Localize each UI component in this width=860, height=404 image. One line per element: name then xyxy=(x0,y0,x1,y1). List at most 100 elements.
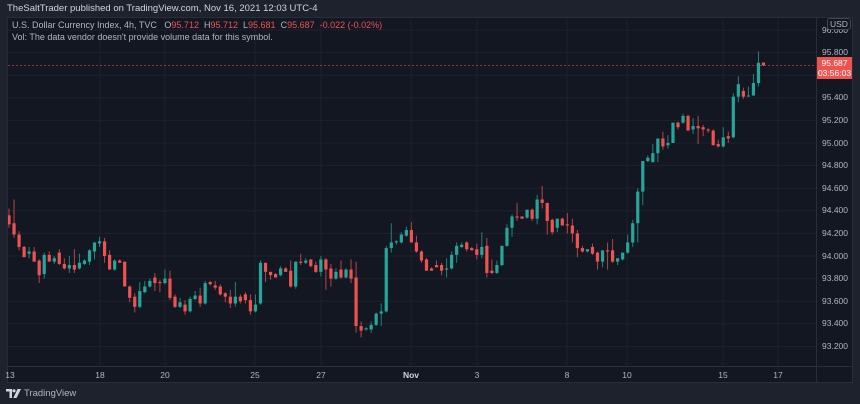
candle-down xyxy=(686,115,690,131)
candle-up xyxy=(736,84,740,97)
candle-down xyxy=(485,245,489,273)
bar-countdown: 03:56:03 xyxy=(817,68,852,78)
candle-up xyxy=(374,313,378,325)
candle-down xyxy=(349,269,353,279)
candle-down xyxy=(475,249,479,255)
candle-down xyxy=(465,242,469,250)
date-tick-label: 3 xyxy=(474,370,480,380)
candle-up xyxy=(555,218,559,228)
candle-up xyxy=(52,258,56,262)
candle-down xyxy=(409,230,413,243)
candle-down xyxy=(419,251,424,261)
candle-up xyxy=(651,153,655,163)
last-price-value: 95.687 xyxy=(821,58,848,68)
candle-up xyxy=(510,216,514,228)
legend-close-value: 95.687 xyxy=(287,20,315,30)
tradingview-footer[interactable]: TradingView xyxy=(6,388,76,399)
candle-up xyxy=(756,62,761,84)
candle-up xyxy=(535,199,539,219)
candle-down xyxy=(434,265,439,268)
candle-up xyxy=(746,95,751,97)
candle-down xyxy=(741,91,745,97)
candle-down xyxy=(248,300,253,312)
candle-up xyxy=(450,254,454,269)
candle-up xyxy=(460,244,464,247)
price-tick-label: 93.800 xyxy=(822,273,848,284)
candle-down xyxy=(228,296,232,304)
candle-up xyxy=(294,261,298,287)
candle-up xyxy=(67,265,71,269)
candle-down xyxy=(761,62,766,66)
candle-up xyxy=(87,250,92,262)
date-tick-label: 13 xyxy=(5,370,15,380)
last-price-label: 95.687 03:56:03 xyxy=(817,57,852,79)
candle-up xyxy=(646,157,650,162)
price-tick-label: 93.400 xyxy=(822,318,848,329)
candle-down xyxy=(32,251,36,262)
price-tick-label: 94.200 xyxy=(822,227,848,238)
candle-up xyxy=(279,268,283,276)
candle-up xyxy=(389,242,393,249)
candle-up xyxy=(379,311,383,314)
legend-open-value: 95.712 xyxy=(171,20,199,30)
candle-down xyxy=(550,219,554,233)
candle-up xyxy=(641,161,645,192)
legend-high-value: 95.712 xyxy=(210,20,238,30)
candle-up xyxy=(92,242,97,252)
candle-down xyxy=(37,260,41,276)
candle-down xyxy=(8,215,11,225)
candle-down xyxy=(595,252,600,262)
candle-down xyxy=(359,326,363,331)
candle-up xyxy=(495,265,499,273)
candle-up xyxy=(500,245,504,266)
candle-up xyxy=(656,138,660,154)
candle-down xyxy=(123,261,127,287)
candle-down xyxy=(515,216,519,218)
legend-symbol: U.S. Dollar Currency Index, 4h, TVC xyxy=(12,20,157,30)
tradingview-brand: TradingView xyxy=(24,388,77,399)
candle-up xyxy=(253,304,258,312)
candle-up xyxy=(600,250,605,262)
candle-up xyxy=(178,302,182,307)
candle-down xyxy=(716,144,720,147)
candle-down xyxy=(108,254,112,270)
currency-label[interactable]: USD xyxy=(827,18,851,30)
candle-down xyxy=(611,250,615,262)
candle-up xyxy=(163,278,167,284)
tradingview-logo-icon xyxy=(6,389,21,398)
legend-low-value: 95.681 xyxy=(248,20,276,30)
candle-up xyxy=(671,122,675,143)
candle-up xyxy=(399,234,403,243)
candle-up xyxy=(445,268,449,270)
candle-up xyxy=(384,248,388,312)
date-tick-label: 18 xyxy=(95,370,105,380)
candle-up xyxy=(258,262,263,304)
candle-down xyxy=(223,293,227,297)
candle-down xyxy=(12,223,16,235)
price-tick-label: 95.800 xyxy=(822,47,848,58)
candle-up xyxy=(82,260,87,264)
chart-frame xyxy=(7,17,853,383)
candle-up xyxy=(616,258,620,262)
candle-up xyxy=(344,269,348,278)
candle-up xyxy=(233,296,237,304)
candle-down xyxy=(661,138,665,147)
candle-up xyxy=(455,245,459,255)
legend-close-label: C xyxy=(280,20,288,30)
legend-low-label: L xyxy=(243,20,249,30)
candle-up xyxy=(97,241,102,244)
candle-down xyxy=(309,259,313,267)
candle-down xyxy=(560,218,564,226)
candle-down xyxy=(158,281,162,284)
candle-up xyxy=(480,246,484,255)
candle-down xyxy=(470,248,474,251)
candle-down xyxy=(490,270,494,273)
price-tick-label: 93.600 xyxy=(822,295,848,306)
legend-open-label: O xyxy=(164,20,172,30)
candle-down xyxy=(314,265,318,272)
candle-down xyxy=(218,286,222,295)
candle-down xyxy=(57,252,61,264)
candle-up xyxy=(666,143,670,146)
candle-down xyxy=(530,209,534,219)
